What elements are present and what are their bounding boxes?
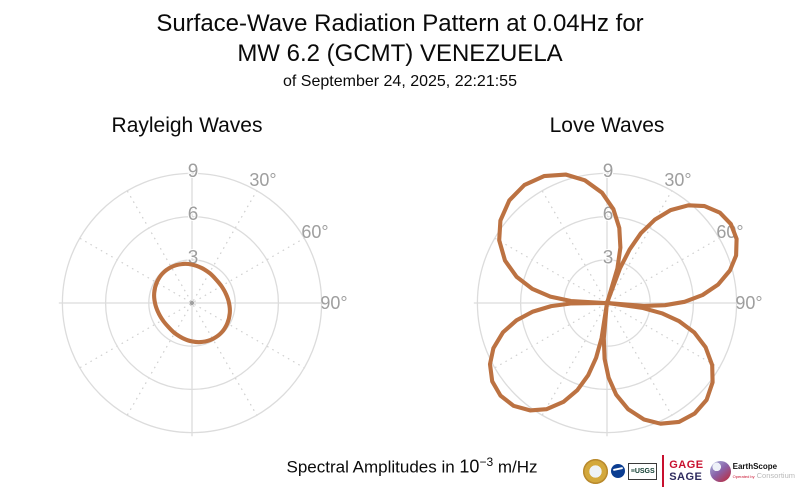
earthscope-name: EarthScope	[732, 461, 778, 471]
earthscope-consortium: Consortium	[756, 470, 795, 480]
earthscope-operated-by: Operated by	[732, 473, 755, 479]
earthscope-logo: EarthScope Operated by Consortium	[709, 460, 795, 482]
nsf-logo	[583, 458, 609, 484]
polar-grid-circle	[61, 172, 323, 434]
radiation-pattern-curve	[152, 261, 232, 345]
gage-label: GAGE	[669, 459, 704, 471]
rayleigh-plot-title: Rayleigh Waves	[111, 114, 263, 137]
radial-tick-label: 6	[188, 204, 199, 225]
angle-tick-label: 90°	[320, 293, 347, 313]
polar-grid-circle	[519, 215, 695, 391]
usgs-logo: ≡USGS	[628, 462, 658, 480]
love-polar-plot: 369 30°60°90°	[473, 160, 763, 437]
polar-grid-circle	[476, 172, 738, 434]
caption-power-base: 10	[459, 456, 480, 477]
nasa-logo	[611, 464, 626, 478]
caption-power-exponent: −3	[479, 455, 494, 469]
sponsor-logo-strip: ≡USGS GAGE SAGE EarthScope Operated by C…	[583, 451, 795, 491]
polar-grid-circle	[104, 215, 280, 391]
figure-title-line1: Surface-Wave Radiation Pattern at 0.04Hz…	[156, 10, 644, 37]
love-plot-title: Love Waves	[549, 114, 665, 137]
radial-tick-label: 9	[188, 161, 199, 182]
figure-title-line2: MW 6.2 (GCMT) VENEZUELA	[237, 40, 563, 67]
radial-tick-label: 9	[603, 161, 614, 182]
figure-title-date: of September 24, 2025, 22:21:55	[283, 73, 517, 90]
angle-tick-label: 60°	[301, 222, 328, 242]
polar-center-dot	[189, 300, 195, 306]
radiation-pattern-curve	[487, 172, 739, 426]
rayleigh-polar-plot: 369 30°60°90°	[58, 160, 348, 437]
caption-suffix: m/Hz	[493, 457, 538, 477]
logo-divider	[662, 455, 665, 487]
polar-grid-circle	[148, 259, 236, 347]
earthscope-globe-icon	[709, 460, 731, 482]
earthscope-wordmark: EarthScope Operated by Consortium	[733, 462, 795, 481]
caption-prefix: Spectral Amplitudes in	[286, 457, 460, 477]
angle-tick-label: 30°	[664, 170, 691, 190]
radial-tick-label: 3	[603, 247, 614, 268]
angle-tick-label: 90°	[735, 293, 762, 313]
angle-tick-label: 30°	[249, 170, 276, 190]
amplitude-units-caption: Spectral Amplitudes in 10−3 m/Hz	[286, 455, 537, 478]
gage-sage-logo: GAGE SAGE	[669, 459, 703, 483]
sage-label: SAGE	[669, 471, 703, 483]
